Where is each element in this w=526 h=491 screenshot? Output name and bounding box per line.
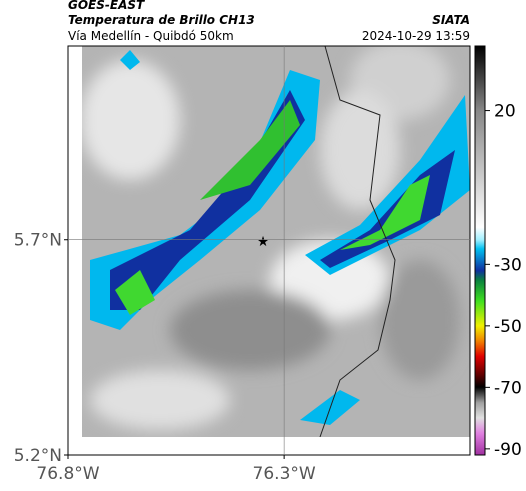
blank-strip (82, 437, 470, 455)
map-frame (67, 45, 471, 456)
colorbar-tick-label: -30 (494, 255, 522, 275)
colorbar (474, 45, 486, 456)
colorbar-tick-label: 20 (494, 102, 516, 122)
colorbar-tick-label: -90 (494, 440, 522, 460)
datetime: 2024-10-29 13:59 (362, 29, 470, 43)
colorbar-tick-label: -70 (494, 378, 522, 398)
satellite-image (82, 46, 470, 437)
lat-tick-label: 5.2°N (14, 446, 62, 466)
product: Temperatura de Brillo CH13 (68, 13, 255, 27)
location-star: ★ (257, 234, 270, 250)
route: Vía Medellín - Quibdó 50km (68, 29, 234, 43)
lon-tick-label: 76.8°W (36, 464, 99, 484)
agency: SIATA (432, 13, 470, 27)
lat-tick-label: 5.7°N (14, 231, 62, 251)
lon-tick-label: 76.3°W (253, 464, 316, 484)
colorbar-tick-label: -50 (494, 317, 522, 337)
source: GOES-EAST (68, 0, 145, 12)
